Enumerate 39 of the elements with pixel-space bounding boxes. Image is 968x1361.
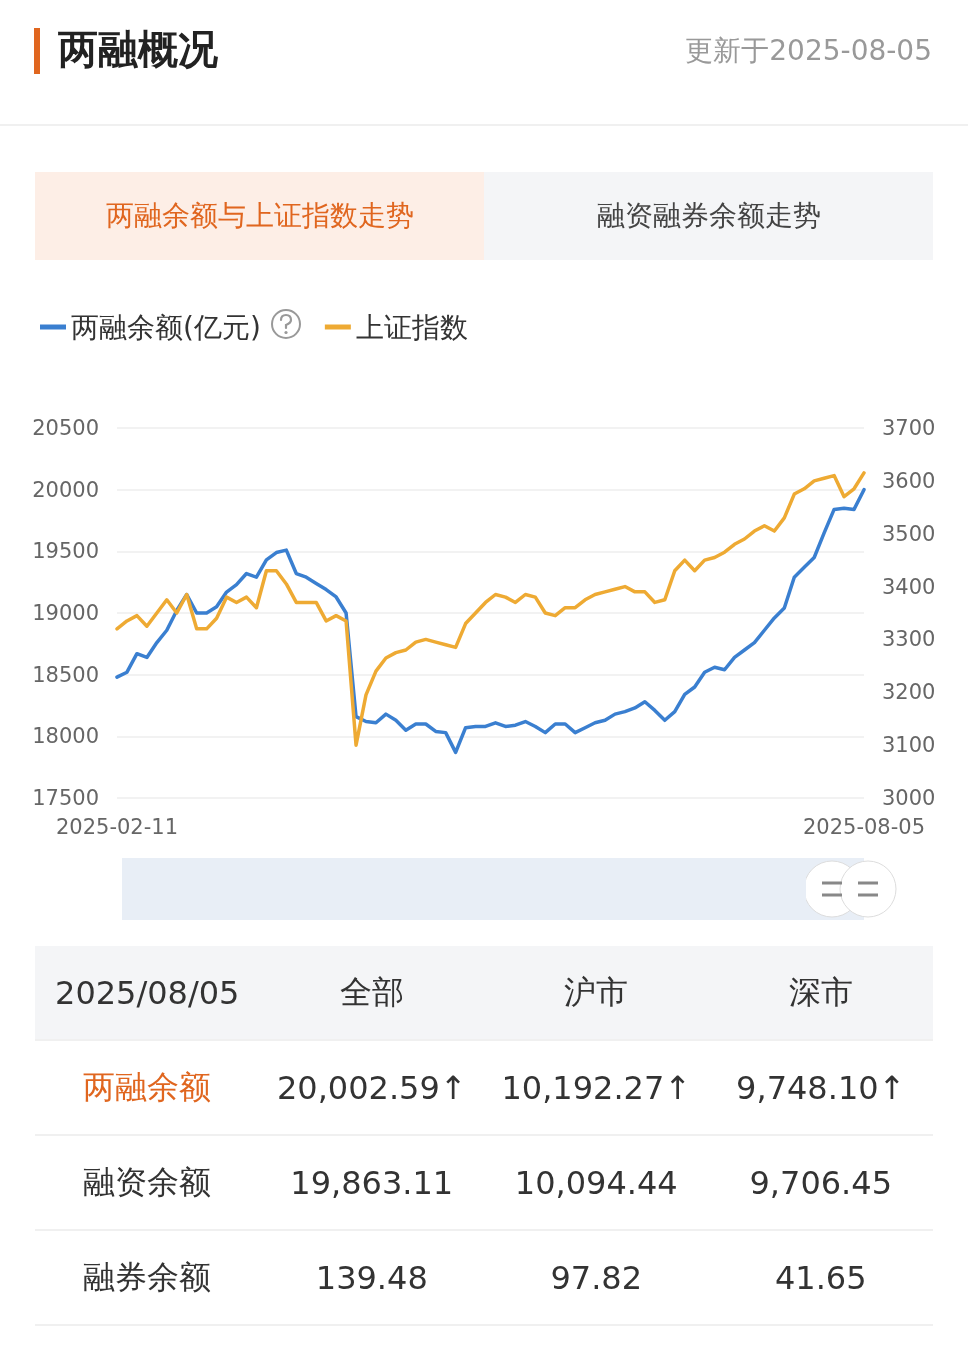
text: 20,002.59↑: [275, 1068, 468, 1107]
text: 融资余额: [82, 1161, 213, 1203]
text: 10,094.44: [513, 1163, 679, 1202]
x-tick-label: 2025-02-11: [55, 814, 179, 839]
text: 19,863.11: [289, 1163, 455, 1202]
y-tick-label: 18000: [32, 724, 99, 749]
legend-label: 上证指数: [355, 310, 468, 344]
text: 更新于2025-08-05: [685, 33, 932, 69]
y2-tick-label: 3700: [882, 416, 936, 440]
text: 两融余额: [82, 1066, 213, 1108]
text: 9,748.10↑: [735, 1068, 907, 1107]
y-tick-label: 18500: [32, 662, 99, 687]
text: 97.82: [549, 1258, 644, 1297]
text: 全部: [338, 971, 405, 1013]
chart-title: 两融概况: [58, 25, 218, 74]
y-tick-label: 17500: [32, 786, 99, 810]
y2-tick-label: 3300: [882, 627, 936, 652]
legend-label: 两融余额(亿元): [71, 310, 261, 344]
text: 10,192.27↑: [500, 1068, 693, 1107]
y2-tick-label: 3000: [882, 786, 936, 810]
text: 41.65: [773, 1258, 868, 1297]
text: 沪市: [563, 971, 630, 1013]
text: 两融余额与上证指数走势: [35, 172, 484, 260]
y2-tick-label: 3200: [882, 680, 936, 705]
y2-tick-label: 3100: [882, 733, 936, 758]
text: 2025/08/05: [54, 973, 241, 1012]
y-tick-label: 20500: [32, 416, 99, 440]
text: 融券余额: [82, 1256, 213, 1298]
text: 融资融券余额走势: [484, 172, 933, 260]
y-tick-label: 20000: [32, 477, 99, 502]
x-tick-label: 2025-08-05: [802, 814, 926, 839]
text: 深市: [787, 971, 854, 1013]
y2-tick-label: 3400: [882, 574, 936, 599]
y-tick-label: 19000: [32, 601, 99, 625]
y2-tick-label: 3500: [882, 521, 936, 546]
text: 139.48: [314, 1258, 429, 1297]
y2-tick-label: 3600: [882, 468, 936, 493]
y-tick-label: 19500: [32, 539, 99, 564]
text: 9,706.45: [748, 1163, 893, 1202]
